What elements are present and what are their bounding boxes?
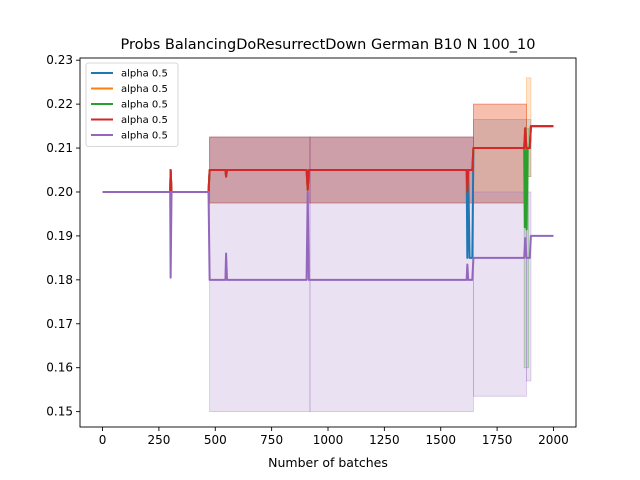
x-tick-label: 250 (147, 433, 170, 447)
y-tick-label: 0.17 (46, 317, 73, 331)
x-tick-label: 1250 (369, 433, 400, 447)
legend-box (85, 62, 179, 147)
x-tick-label: 750 (260, 433, 283, 447)
x-axis-label: Number of batches (268, 455, 388, 470)
band-rect (526, 191, 532, 382)
x-tick-label: 1750 (482, 433, 513, 447)
x-tick-label: 1000 (313, 433, 344, 447)
x-tick-label: 2000 (538, 433, 569, 447)
x-tick-label: 1500 (425, 433, 456, 447)
x-tick-label: 0 (99, 433, 107, 447)
y-tick-label: 0.20 (46, 185, 73, 199)
legend-label: alpha 0.5 (121, 131, 168, 142)
legend-label: alpha 0.5 (121, 100, 168, 111)
x-tick-label: 500 (204, 433, 227, 447)
y-tick-label: 0.18 (46, 273, 73, 287)
band-rect (473, 119, 527, 204)
band-rect (473, 103, 527, 204)
y-tick-label: 0.21 (46, 141, 73, 155)
legend-label: alpha 0.5 (121, 115, 168, 126)
band-rect (473, 103, 527, 204)
y-tick-label: 0.23 (46, 53, 73, 67)
band-rect (309, 136, 474, 413)
y-tick-label: 0.22 (46, 97, 73, 111)
legend-label: alpha 0.5 (121, 84, 168, 95)
series-lines (102, 125, 554, 281)
y-axis: 0.15 0.16 0.17 0.18 0.19 0.20 0.21 0.22 0.23 (46, 53, 80, 419)
chart-title: Probs BalancingDoResurrectDown German B1… (121, 37, 536, 53)
x-axis: 0 250 500 750 1000 1250 1500 1750 2000 (99, 427, 569, 447)
legend-label: alpha 0.5 (121, 69, 168, 80)
y-tick-label: 0.16 (46, 361, 73, 375)
legend: alpha 0.5 alpha 0.5 alpha 0.5 alpha 0.5 alph… (85, 62, 179, 147)
series-line (102, 190, 554, 281)
band-rect (473, 191, 527, 397)
y-tick-label: 0.15 (46, 405, 73, 419)
y-tick-label: 0.19 (46, 229, 73, 243)
